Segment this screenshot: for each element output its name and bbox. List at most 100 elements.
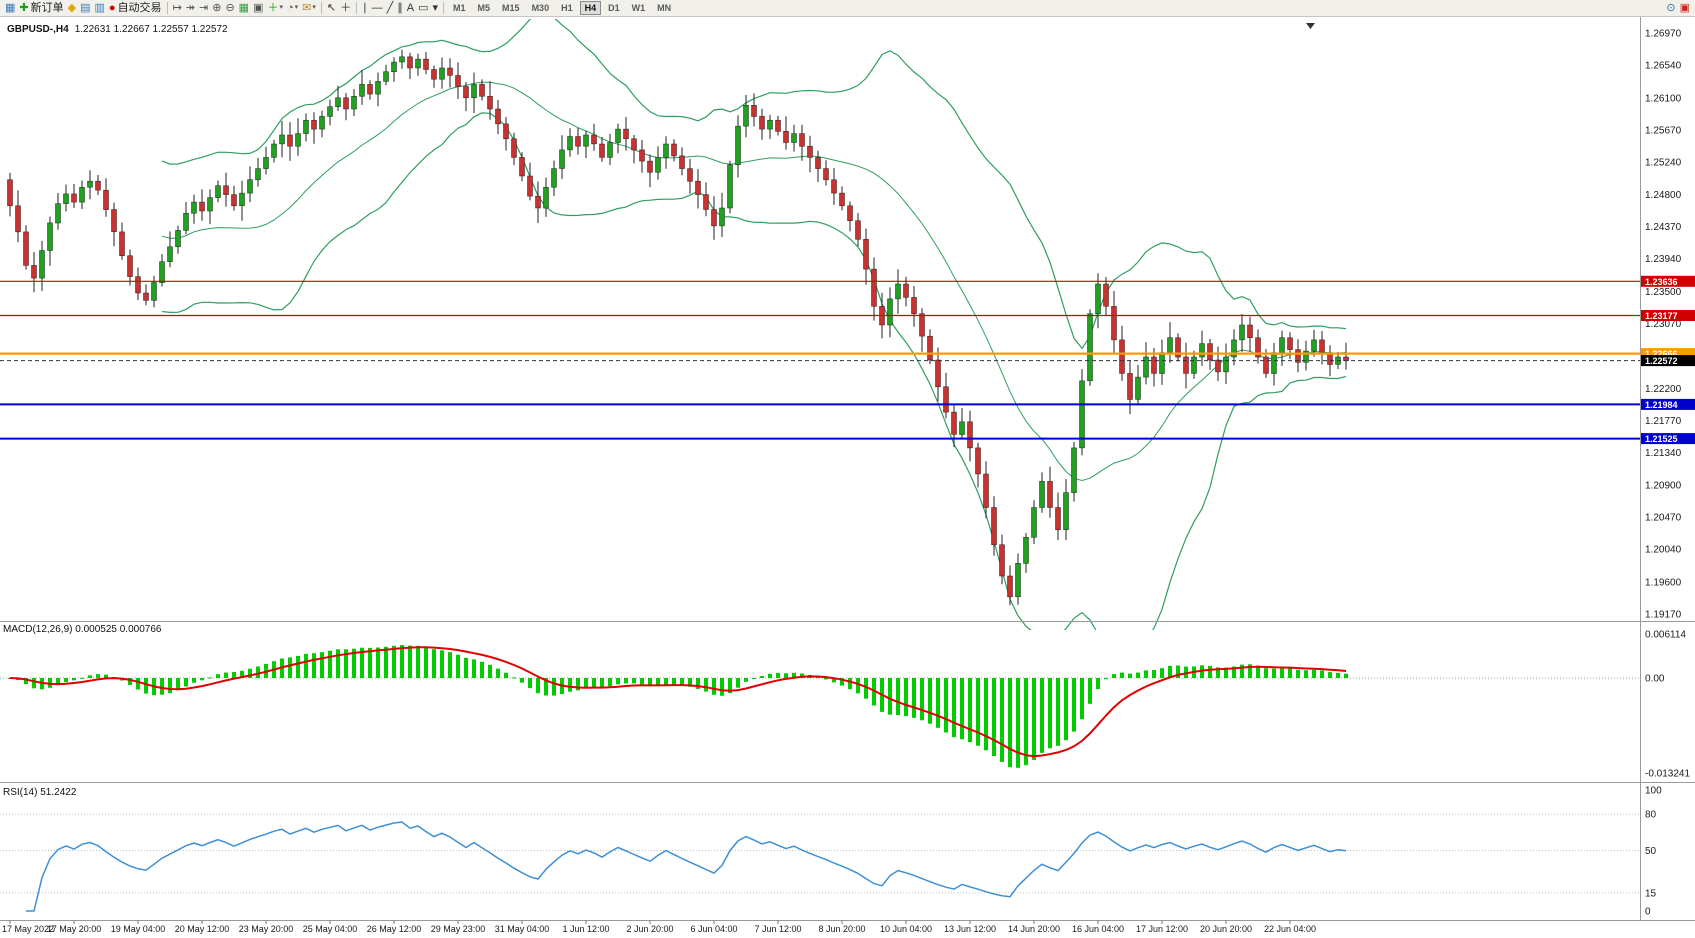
main-toolbar: ▦ ✚ 新订单 ◆ ▤ ▥ ● 自动交易 ↦ ↠ ⇥ ⊕ ⊖ ▦ ▣ ＋ ▾ ◔ ▾ ✉ ▾ ↖ ＋ ∣ ― ╱ ∥ A ▭ ▾ M1 M5… [0, 0, 1695, 17]
autoscroll-marker[interactable] [1306, 23, 1315, 29]
svg-text:1.21984: 1.21984 [1645, 400, 1678, 410]
vertical-line-icon[interactable]: ∣ [362, 2, 368, 14]
svg-text:80: 80 [1645, 810, 1657, 821]
svg-text:1.23940: 1.23940 [1645, 254, 1682, 265]
svg-text:8 Jun 20:00: 8 Jun 20:00 [818, 924, 865, 934]
timeframe-group: M1 M5 M15 M30 H1 H4 D1 W1 MN [447, 1, 677, 15]
zoom-out-icon[interactable]: ⊖ [225, 2, 235, 14]
svg-text:1 Jun 12:00: 1 Jun 12:00 [562, 924, 609, 934]
svg-text:1.25670: 1.25670 [1645, 125, 1682, 136]
timeframe-m5[interactable]: M5 [477, 3, 491, 13]
svg-text:19 May 04:00: 19 May 04:00 [111, 924, 166, 934]
timeframe-h4[interactable]: H4 [579, 1, 602, 15]
crosshair-icon[interactable]: ＋ [340, 2, 352, 14]
compass-icon[interactable]: ◆ [67, 2, 77, 14]
svg-text:25 May 04:00: 25 May 04:00 [303, 924, 358, 934]
svg-text:1.26100: 1.26100 [1645, 93, 1682, 104]
svg-text:1.20900: 1.20900 [1645, 481, 1682, 492]
toolbar-left-group: ▦ ✚ 新订单 ◆ ▤ ▥ ● 自动交易 ↦ ↠ ⇥ ⊕ ⊖ ▦ ▣ ＋ ▾ ◔ ▾ ✉ ▾ ↖ ＋ ∣ ― ╱ ∥ A ▭ ▾ [3, 1, 447, 16]
timeframe-w1[interactable]: W1 [631, 3, 646, 13]
svg-text:1.26540: 1.26540 [1645, 61, 1682, 72]
svg-text:1.25240: 1.25240 [1645, 157, 1682, 168]
alert-icon[interactable]: ▣ [1679, 2, 1690, 14]
price-tag-1.21525: 1.21525 [1641, 433, 1695, 445]
chart-forward-icon[interactable]: ⇥ [199, 2, 209, 14]
cursor-icon[interactable]: ↖ [326, 2, 337, 14]
svg-text:22 Jun 04:00: 22 Jun 04:00 [1264, 924, 1316, 934]
svg-text:31 May 04:00: 31 May 04:00 [495, 924, 550, 934]
svg-text:7 Jun 12:00: 7 Jun 12:00 [754, 924, 801, 934]
rsi-line [26, 821, 1347, 912]
shapes-icon[interactable]: ▾ [432, 2, 439, 14]
svg-text:17 May 2022: 17 May 2022 [2, 924, 54, 934]
macd-pane [0, 645, 1640, 768]
svg-text:15: 15 [1645, 888, 1657, 899]
candles [7, 49, 1349, 606]
auto-scroll-icon[interactable]: ↠ [185, 2, 195, 14]
svg-text:-0.013241: -0.013241 [1645, 769, 1690, 780]
svg-text:20 May 12:00: 20 May 12:00 [175, 924, 230, 934]
timeframe-h1[interactable]: H1 [561, 3, 573, 13]
svg-text:20 Jun 20:00: 20 Jun 20:00 [1200, 924, 1252, 934]
timeframe-d1[interactable]: D1 [608, 3, 620, 13]
svg-text:26 May 12:00: 26 May 12:00 [367, 924, 422, 934]
svg-text:17 Jun 12:00: 17 Jun 12:00 [1136, 924, 1188, 934]
svg-text:1.26970: 1.26970 [1645, 29, 1682, 40]
svg-text:1.20040: 1.20040 [1645, 545, 1682, 556]
trendline-icon[interactable]: ╱ [386, 2, 394, 14]
timeframe-m30[interactable]: M30 [531, 3, 550, 13]
zoom-in-icon[interactable]: ⊕ [212, 2, 222, 14]
search-icon[interactable]: ⊙ [1666, 2, 1676, 14]
svg-text:1.19600: 1.19600 [1645, 577, 1682, 588]
svg-text:1.22200: 1.22200 [1645, 384, 1682, 395]
svg-text:0.00: 0.00 [1645, 674, 1665, 685]
market-watch-icon[interactable]: ▤ [80, 2, 91, 14]
svg-text:1.20470: 1.20470 [1645, 513, 1682, 524]
new-order-button[interactable]: ✚ 新订单 [19, 2, 64, 14]
svg-text:1.23636: 1.23636 [1645, 277, 1678, 287]
channel-icon[interactable]: ∥ [397, 2, 403, 14]
svg-text:1.21770: 1.21770 [1645, 416, 1682, 427]
toolbar-separator [166, 2, 168, 14]
svg-text:17 May 20:00: 17 May 20:00 [47, 924, 102, 934]
horizontal-line-icon[interactable]: ― [371, 2, 383, 14]
text-icon[interactable]: A [406, 2, 415, 14]
timeframe-m1[interactable]: M1 [453, 3, 466, 13]
svg-text:1.19170: 1.19170 [1645, 610, 1682, 621]
svg-text:16 Jun 04:00: 16 Jun 04:00 [1072, 924, 1124, 934]
timeframe-mn[interactable]: MN [657, 3, 672, 13]
chart-canvas[interactable]: 1.26970 1.26540 1.26100 1.25670 1.25240 1.248… [0, 17, 1695, 938]
svg-text:1.22572: 1.22572 [1645, 356, 1678, 366]
auto-trading-button[interactable]: ● 自动交易 [108, 2, 162, 14]
price-tag-1.22666: 1.22666 [1641, 348, 1695, 360]
timeframe-m15[interactable]: M15 [502, 3, 520, 13]
svg-text:50: 50 [1645, 846, 1657, 857]
chart-shift-icon[interactable]: ↦ [172, 2, 182, 14]
svg-text:6 Jun 04:00: 6 Jun 04:00 [690, 924, 737, 934]
add-indicator-icon[interactable]: ＋ ▾ [267, 2, 283, 14]
chart-window[interactable]: 1.26970 1.26540 1.26100 1.25670 1.25240 1.248… [0, 17, 1695, 938]
toolbar-separator [356, 2, 358, 14]
svg-text:1.21525: 1.21525 [1645, 434, 1678, 444]
svg-text:29 May 23:00: 29 May 23:00 [431, 924, 486, 934]
arrange-windows-icon[interactable]: ▣ [253, 2, 264, 14]
periods-icon[interactable]: ◔ ▾ [286, 2, 299, 14]
svg-text:100: 100 [1645, 786, 1662, 797]
svg-text:10 Jun 04:00: 10 Jun 04:00 [880, 924, 932, 934]
label-icon[interactable]: ▭ [418, 2, 429, 14]
templates-icon[interactable]: ✉ ▾ [302, 2, 316, 14]
svg-text:13 Jun 12:00: 13 Jun 12:00 [944, 924, 996, 934]
rsi-pane [0, 813, 1640, 912]
svg-text:1.23070: 1.23070 [1645, 319, 1682, 330]
svg-text:1.23500: 1.23500 [1645, 287, 1682, 298]
tile-windows-icon[interactable]: ▦ [238, 2, 250, 14]
terminal-icon[interactable]: ▥ [94, 2, 105, 14]
toolbar-separator [320, 2, 322, 14]
charts-grid-icon[interactable]: ▦ [5, 2, 16, 14]
horizontal-lines [0, 280, 1640, 440]
svg-text:1.21340: 1.21340 [1645, 448, 1682, 459]
svg-text:23 May 20:00: 23 May 20:00 [239, 924, 294, 934]
toolbar-right-group: ⊙ ▣ [1664, 1, 1692, 16]
price-tag-1.22572: 1.22572 [1641, 355, 1695, 367]
price-tag-1.23177: 1.23177 [1641, 310, 1695, 321]
